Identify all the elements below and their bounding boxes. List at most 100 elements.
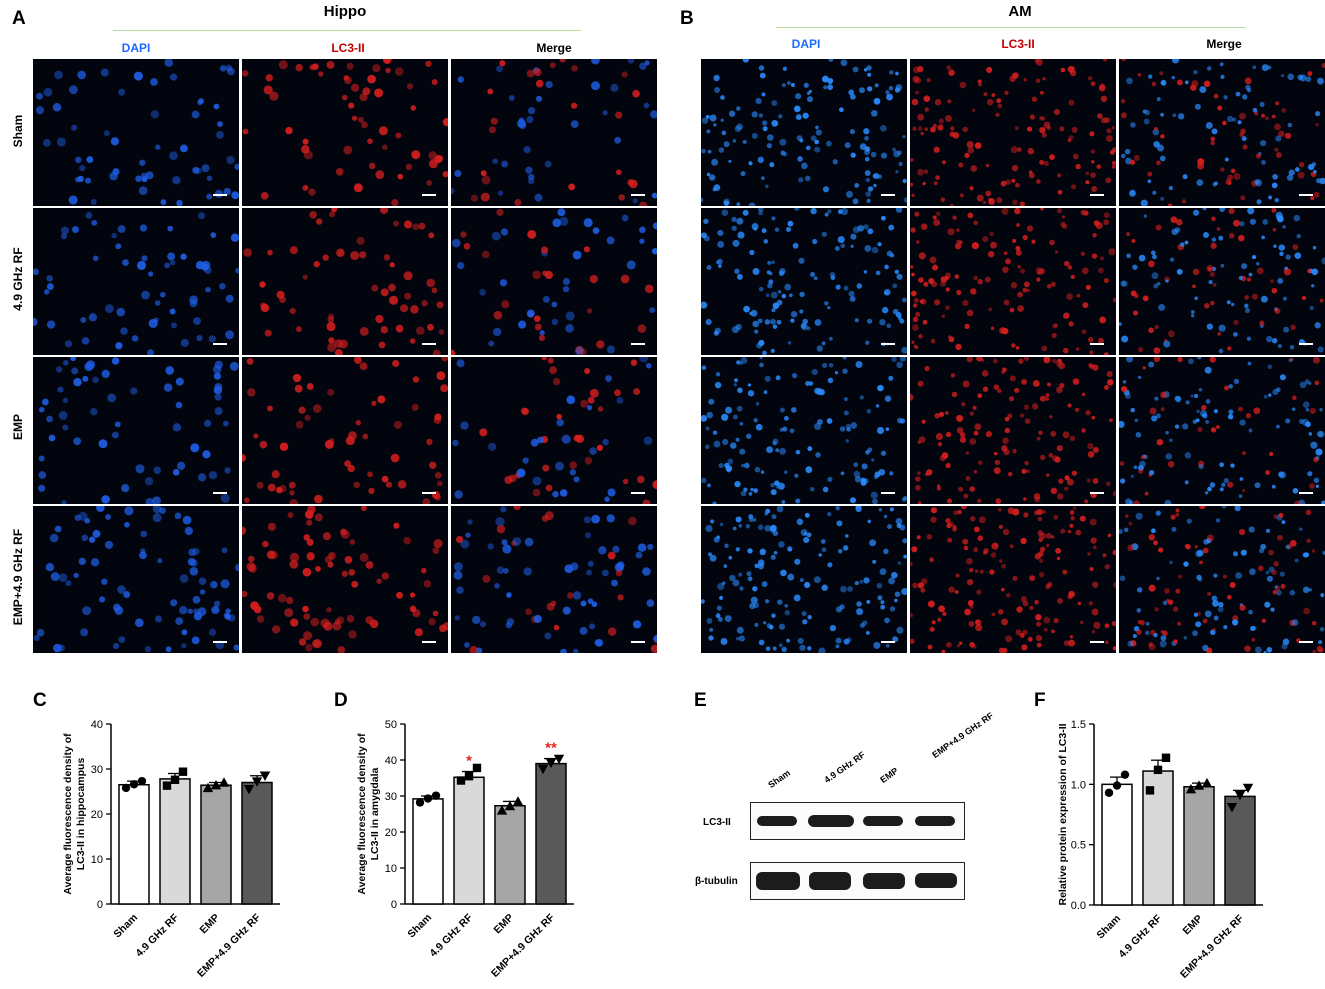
cell-dot [802,112,809,119]
cell-dot [1121,385,1128,393]
cell-dot [1069,510,1075,515]
x-tick-label: EMP [198,912,223,937]
cell-dot [910,562,913,566]
bar [453,776,485,905]
cell-dot [454,169,462,178]
cell-dot [1051,333,1057,339]
cell-dot [946,498,953,504]
cell-dot [1015,249,1022,256]
cell-dot [111,232,117,239]
cell-dot [707,483,711,488]
cell-dot [894,591,901,597]
cell-dot [1000,180,1007,187]
cell-dot [1010,282,1018,289]
cell-dot [1063,312,1070,319]
cell-dot [708,398,715,405]
cell-dot [1173,639,1178,644]
cell-dot [1004,416,1010,422]
cell-dot [313,261,320,268]
cell-dot [219,282,226,290]
cell-dot [989,569,995,575]
cell-dot [755,423,763,431]
cell-dot [705,114,710,119]
cell-dot [1309,407,1316,414]
cell-dot [1011,164,1019,172]
cell-dot [1191,80,1199,88]
cell-dot [1237,120,1242,125]
cell-dot [180,144,188,153]
cell-dot [1248,609,1253,615]
cell-dot [412,223,419,231]
cell-dot [749,517,754,522]
cell-dot [43,87,53,97]
cell-dot [974,569,979,573]
cell-dot [916,535,921,540]
cell-dot [591,601,598,608]
cell-dot [947,99,952,104]
cell-dot [821,547,827,553]
cell-dot [885,643,890,648]
cell-dot [1138,468,1144,474]
cell-dot [935,433,943,441]
cell-dot [923,95,931,103]
cell-dot [1217,332,1221,336]
cell-dot [250,601,260,611]
cell-dot [49,533,59,543]
cell-dot [392,359,400,368]
cell-dot [827,377,834,384]
cell-dot [141,290,150,300]
cell-dot [1266,646,1273,653]
cell-dot [1063,260,1070,267]
cell-dot [929,626,935,632]
cell-dot [1024,281,1030,288]
cell-dot [80,628,89,637]
cell-dot [1249,568,1256,576]
cell-dot [1247,361,1252,366]
cell-dot [953,510,959,516]
cell-dot [1090,172,1096,178]
cell-dot [889,606,896,612]
cell-dot [941,649,946,653]
cell-dot [784,603,789,608]
cell-dot [1306,538,1311,544]
cell-dot [169,308,176,315]
cell-dot [526,115,534,124]
cell-dot [147,271,154,277]
cell-dot [746,571,752,577]
data-point [464,772,474,781]
cell-dot [1062,569,1068,575]
cell-dot [1197,357,1202,360]
cell-dot [642,499,651,504]
cell-dot [305,643,313,652]
cell-dot [1021,379,1027,385]
cell-dot [870,491,878,499]
am-lc3-image-row3 [910,357,1116,504]
cell-dot [1219,462,1224,468]
cell-dot [885,427,890,431]
cell-dot [888,577,896,585]
am-merge-image-row3 [1119,357,1325,504]
cell-dot [469,645,478,653]
cell-dot [457,261,465,270]
cell-dot [434,494,441,501]
cell-dot [1314,380,1320,386]
cell-dot [1303,552,1310,558]
cell-dot [1045,532,1052,539]
cell-dot [1119,575,1126,581]
cell-dot [880,152,888,159]
cell-dot [892,147,897,152]
cell-dot [709,174,716,181]
cell-dot [426,438,433,446]
cell-dot [803,536,810,544]
cell-dot [242,70,249,77]
cell-dot [1067,65,1075,73]
cell-dot [771,308,776,313]
cell-dot [776,506,784,513]
cell-dot [790,310,798,318]
cell-dot [1246,277,1251,282]
cell-dot [701,197,704,203]
cell-dot [977,535,984,541]
cell-dot [1247,208,1255,215]
cell-dot [33,317,38,326]
